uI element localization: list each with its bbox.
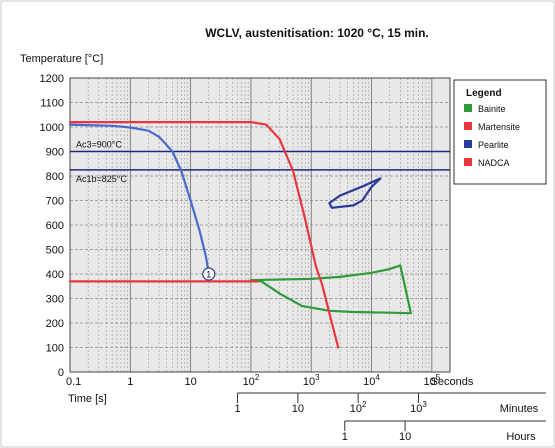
legend-box xyxy=(453,79,547,185)
hours-tick-label: 1 xyxy=(342,431,348,443)
y-tick-label: 1200 xyxy=(40,73,64,85)
x-tick-label: 104 xyxy=(363,373,380,388)
legend-swatch xyxy=(464,122,472,130)
x-tick-label: 1 xyxy=(127,376,133,388)
y-tick-label: 500 xyxy=(46,245,64,257)
minutes-tick-label: 10 xyxy=(292,403,304,415)
x-tick-label: 10 xyxy=(184,376,196,388)
series-pearlite xyxy=(328,177,382,209)
y-tick-label: 1100 xyxy=(40,98,64,110)
x-tick-label: 103 xyxy=(303,373,320,388)
minutes-tick-label: 1 xyxy=(234,403,240,415)
hours-tick-label: 10 xyxy=(399,431,411,443)
plot-border xyxy=(69,77,451,373)
series-bainite xyxy=(249,264,412,315)
y-tick-label: 700 xyxy=(46,196,64,208)
legend-entry-label: NADCA xyxy=(478,158,510,168)
x-tick-label: 0.1 xyxy=(66,376,81,388)
y-tick-label: 600 xyxy=(46,220,64,232)
series-nadca xyxy=(68,120,340,349)
grid xyxy=(69,77,450,373)
minutes-unit-label: Minutes xyxy=(500,403,539,415)
legend-swatch xyxy=(464,104,472,112)
legend-entry-label: Pearlite xyxy=(478,140,509,150)
legend-swatch xyxy=(464,140,472,148)
hours-unit-label: Hours xyxy=(506,431,536,443)
legend-title: Legend xyxy=(466,88,502,99)
annotation-marker xyxy=(202,267,216,281)
legend-swatch xyxy=(464,158,472,166)
series-cooling-curve xyxy=(68,123,210,276)
y-tick-label: 100 xyxy=(46,343,64,355)
y-tick-label: 400 xyxy=(46,269,64,281)
y-tick-label: 300 xyxy=(46,294,64,306)
y-tick-label: 800 xyxy=(46,171,64,183)
x-tick-label: 105 xyxy=(423,373,440,388)
reference-line-label: Ac1b=825°C xyxy=(76,174,127,184)
legend-entry-label: Martensite xyxy=(478,122,520,132)
x-tick-label: 102 xyxy=(243,373,260,388)
y-tick-label: 200 xyxy=(46,318,64,330)
y-tick-label: 0 xyxy=(58,367,64,379)
reference-line-label: Ac3=900°C xyxy=(76,140,122,150)
x-unit-label-seconds: Seconds xyxy=(431,376,474,388)
annotation-label: 1 xyxy=(206,270,211,280)
y-tick-label: 1000 xyxy=(40,122,64,134)
y-tick-label: 900 xyxy=(46,147,64,159)
minutes-tick-label: 102 xyxy=(350,400,367,415)
legend-entry-label: Bainite xyxy=(478,104,506,114)
minutes-tick-label: 103 xyxy=(410,400,427,415)
chart-title: WCLV, austenitisation: 1020 °C, 15 min. xyxy=(205,26,429,40)
y-axis-label: Temperature [°C] xyxy=(20,53,103,65)
x-axis-label: Time [s] xyxy=(68,393,107,405)
